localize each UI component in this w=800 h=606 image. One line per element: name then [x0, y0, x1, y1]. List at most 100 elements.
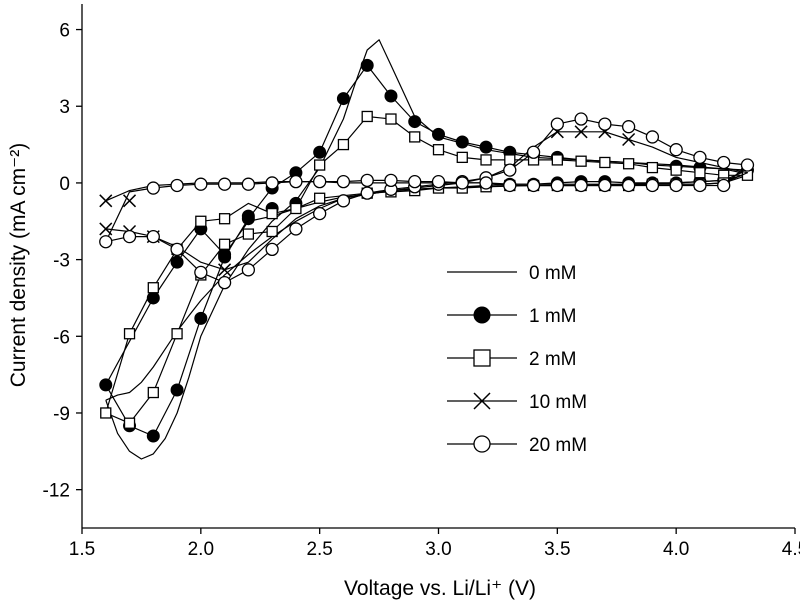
series-5 [99, 112, 755, 290]
data-point [622, 158, 635, 170]
data-point [100, 407, 112, 419]
data-point [717, 178, 731, 193]
legend: 0 mM 1 mM 2 mM 10 mM 20 mM [447, 263, 587, 456]
cross-stroke [574, 125, 588, 139]
legend-marker [473, 392, 491, 410]
data-point [598, 178, 612, 193]
data-point [99, 194, 113, 208]
data-point [526, 145, 541, 159]
data-point [361, 110, 373, 123]
series-line [105, 39, 749, 460]
data-point [217, 275, 232, 290]
data-point [218, 238, 231, 250]
data-point [669, 143, 683, 157]
data-point [455, 135, 469, 149]
data-point [242, 228, 255, 240]
legend-label: 10 mM [529, 392, 587, 413]
y-tick-label: -9 [53, 404, 70, 425]
data-point [170, 178, 184, 193]
data-point [384, 173, 398, 188]
series-2 [99, 58, 754, 443]
data-point [265, 242, 279, 257]
legend-entry: 10 mM [447, 392, 587, 413]
data-point [694, 167, 706, 179]
data-point [621, 120, 636, 134]
legend-entry: 1 mM [447, 306, 577, 327]
data-point [265, 176, 279, 190]
data-point [551, 154, 563, 166]
data-point [431, 174, 446, 189]
legend-label: 1 mM [529, 306, 577, 327]
data-point [194, 311, 208, 325]
x-axis-label: Voltage vs. Li/Li⁺ (V) [344, 577, 536, 600]
data-point [503, 163, 517, 177]
series-line [105, 64, 749, 437]
data-point [194, 177, 208, 191]
data-point [479, 140, 493, 154]
legend-entry: 2 mM [447, 349, 577, 370]
legend-marker [473, 306, 491, 324]
data-point [170, 242, 184, 257]
data-point [146, 429, 160, 443]
data-point [622, 132, 636, 147]
x-tick-label: 3.0 [425, 539, 451, 560]
x-tick-label: 2.5 [306, 539, 332, 560]
data-point [336, 194, 351, 208]
data-point [456, 151, 468, 164]
x-tick-label: 4.0 [663, 539, 689, 560]
data-point [693, 178, 707, 193]
data-point [195, 215, 207, 227]
series-4 [99, 125, 749, 277]
y-tick-label: -6 [53, 327, 70, 348]
data-point [266, 225, 278, 238]
data-point [146, 181, 160, 195]
cross-stroke [473, 392, 491, 410]
y-tick-label: -12 [43, 481, 70, 502]
x-tick-label: 3.5 [544, 539, 570, 560]
data-point [146, 229, 160, 244]
data-point [146, 291, 160, 305]
series-line [105, 131, 749, 271]
data-point [360, 186, 374, 200]
data-point [241, 263, 256, 277]
data-point [503, 178, 517, 193]
data-point [313, 145, 327, 159]
data-point [123, 417, 136, 429]
data-point [432, 127, 445, 141]
data-point [574, 112, 588, 126]
data-point [360, 58, 374, 72]
data-series [99, 39, 755, 460]
data-point [123, 194, 137, 208]
series-1 [105, 39, 749, 460]
data-point [479, 176, 493, 190]
data-point [217, 177, 232, 191]
data-point [504, 154, 516, 166]
data-point [336, 174, 351, 189]
data-point [409, 131, 421, 143]
data-point [147, 282, 159, 294]
data-point [384, 89, 398, 103]
axes: 1.5 2.0 2.5 3.0 3.5 4.0 4.5 6 3 0 -3 -6 -9 -12 [43, 4, 800, 560]
data-point [147, 386, 159, 399]
data-point [123, 328, 136, 340]
data-point [598, 117, 612, 131]
y-tick-label: 0 [59, 174, 70, 195]
y-axis-label: Current density (mA cm⁻²) [7, 143, 30, 387]
data-point [122, 229, 137, 244]
x-tick-label: 1.5 [69, 539, 95, 560]
y-tick-label: 6 [59, 21, 70, 42]
data-point [336, 92, 350, 106]
legend-marker [473, 435, 491, 453]
data-point [314, 192, 326, 204]
data-point [218, 263, 232, 277]
data-point [170, 383, 184, 397]
data-point [99, 235, 113, 249]
cross-stroke [218, 263, 232, 277]
data-point [717, 155, 731, 170]
cross-stroke [99, 194, 113, 208]
data-point [645, 178, 660, 193]
data-point [693, 150, 707, 165]
data-point [574, 125, 588, 139]
